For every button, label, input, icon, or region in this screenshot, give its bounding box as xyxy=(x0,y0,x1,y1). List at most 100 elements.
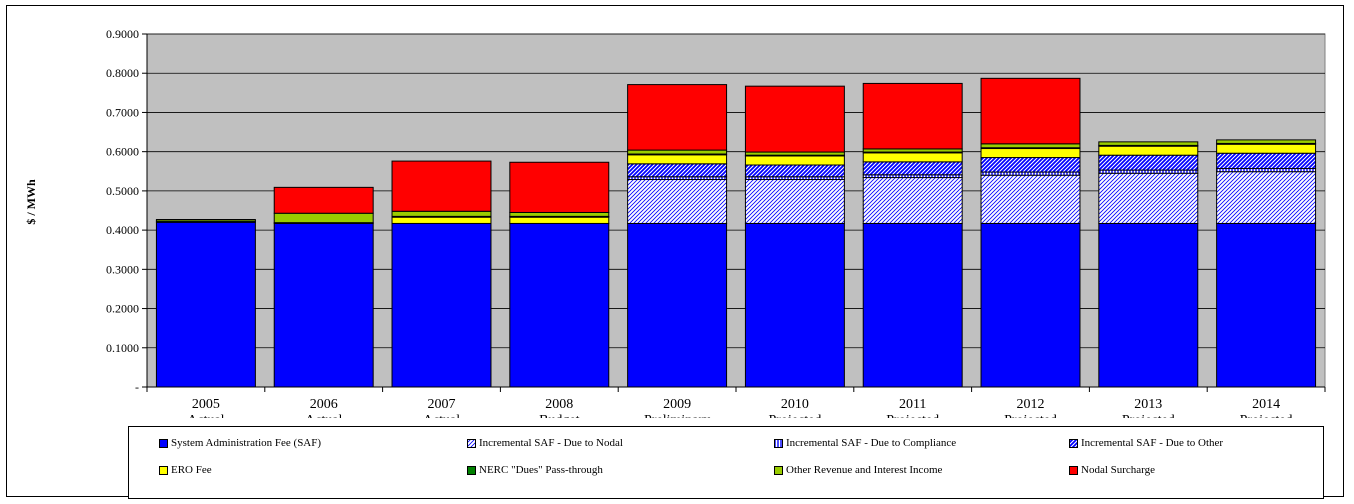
stacked-bar-chart: - 0.1000 0.2000 0.3000 0.4000 0.5000 0.6000 0.7… xyxy=(24,27,1326,418)
legend-item: Incremental SAF - Due to Nodal xyxy=(467,437,623,449)
bar-segment xyxy=(1098,141,1199,146)
chart-legend: System Administration Fee (SAF) Increment… xyxy=(128,426,1324,499)
bar-segment xyxy=(627,154,728,165)
bar-segment xyxy=(273,212,374,224)
x-tick-label: 2014 xyxy=(1252,397,1280,412)
bar-segment xyxy=(980,222,1081,388)
x-tick-label: Projected xyxy=(768,413,821,418)
bar-segment xyxy=(1216,222,1317,388)
x-tick-label: 2007 xyxy=(428,397,456,412)
bar-segment xyxy=(627,222,728,388)
legend-label: System Administration Fee (SAF) xyxy=(171,437,322,449)
x-tick-label: Actual xyxy=(305,413,342,418)
bar-segment xyxy=(1098,222,1199,388)
x-tick-label: 2008 xyxy=(545,397,573,412)
legend-item: Incremental SAF - Due to Compliance xyxy=(774,437,956,449)
bar-segment xyxy=(391,216,492,224)
y-tick-label: - xyxy=(135,380,139,394)
y-tick-label: 0.2000 xyxy=(106,302,139,316)
y-tick-label: 0.4000 xyxy=(106,223,139,237)
legend-label: Incremental SAF - Due to Nodal xyxy=(479,437,623,449)
bar-segment xyxy=(273,186,374,214)
legend-swatch xyxy=(159,465,168,475)
x-tick-label: 2013 xyxy=(1134,397,1162,412)
bar-segment xyxy=(744,164,845,178)
x-tick-label: Projected xyxy=(1240,413,1293,418)
bar-segment xyxy=(627,84,728,151)
bar-segment xyxy=(627,179,728,224)
y-axis-label: $ / MWh xyxy=(24,179,38,225)
x-tick-label: 2010 xyxy=(781,397,809,412)
bar-segment xyxy=(1216,152,1317,170)
bar-segment xyxy=(1098,145,1199,156)
bar-segment xyxy=(980,157,1081,173)
x-tick-label: Budget xyxy=(539,413,580,418)
legend-swatch xyxy=(774,438,783,448)
y-tick-label: 0.3000 xyxy=(106,262,139,276)
legend-swatch xyxy=(1069,438,1078,448)
bar-segment xyxy=(862,82,963,150)
x-tick-label: 2009 xyxy=(663,397,691,412)
legend-swatch xyxy=(467,438,476,448)
legend-item: NERC "Dues" Pass-through xyxy=(467,464,603,476)
legend-swatch xyxy=(1069,465,1078,475)
bar-segment xyxy=(744,155,845,166)
bar-segment xyxy=(980,174,1081,224)
bar-segment xyxy=(744,179,845,224)
bar-segment xyxy=(1216,171,1317,224)
x-tick-label: Projected xyxy=(1122,413,1175,418)
bar-segment xyxy=(744,222,845,388)
y-tick-label: 0.6000 xyxy=(106,145,139,159)
legend-item: Other Revenue and Interest Income xyxy=(774,464,942,476)
bar-segment xyxy=(1098,172,1199,224)
y-tick-label: 0.8000 xyxy=(106,66,139,80)
bar-segment xyxy=(862,161,963,176)
x-tick-label: Projected xyxy=(1004,413,1057,418)
bar-segment xyxy=(980,143,1081,149)
legend-label: Nodal Surcharge xyxy=(1081,464,1156,476)
y-tick-label: 0.7000 xyxy=(106,105,139,119)
bar-segment xyxy=(627,163,728,178)
x-tick-label: 2005 xyxy=(192,397,220,412)
bar-segment xyxy=(980,77,1081,145)
bar-segment xyxy=(744,85,845,153)
x-tick-label: 2006 xyxy=(310,397,338,412)
bar-segment xyxy=(273,222,374,388)
x-tick-label: Projected xyxy=(886,413,939,418)
bar-segment xyxy=(1098,154,1199,171)
legend-swatch xyxy=(774,465,783,475)
legend-swatch xyxy=(159,438,168,448)
bar-segment xyxy=(1216,139,1317,144)
x-tick-label: Preliminary xyxy=(644,413,710,418)
chart-frame: - 0.1000 0.2000 0.3000 0.4000 0.5000 0.6000 0.7… xyxy=(6,5,1344,499)
x-tick-label: Actual xyxy=(187,413,224,418)
legend-item: ERO Fee xyxy=(159,464,212,476)
legend-label: Incremental SAF - Due to Other xyxy=(1081,437,1224,449)
bar-segment xyxy=(155,219,256,222)
bar-segment xyxy=(627,149,728,155)
legend-item: Nodal Surcharge xyxy=(1069,464,1155,476)
bar-segment xyxy=(862,177,963,224)
bar-segment xyxy=(391,222,492,388)
bar-segment xyxy=(391,160,492,212)
y-tick-label: 0.9000 xyxy=(106,27,139,41)
legend-label: ERO Fee xyxy=(171,464,212,476)
bar-segment xyxy=(1216,143,1317,154)
legend-label: Other Revenue and Interest Income xyxy=(786,464,943,476)
legend-item: Incremental SAF - Due to Other xyxy=(1069,437,1223,449)
x-tick-label: 2011 xyxy=(899,397,926,412)
x-tick-label: Actual xyxy=(423,413,460,418)
legend-label: Incremental SAF - Due to Compliance xyxy=(786,437,957,449)
legend-item: System Administration Fee (SAF) xyxy=(159,437,321,449)
y-tick-label: 0.1000 xyxy=(106,341,139,355)
bar-segment xyxy=(980,148,1081,159)
bar-segment xyxy=(509,216,610,224)
x-tick-label: 2012 xyxy=(1017,397,1045,412)
bar-segment xyxy=(509,222,610,388)
legend-label: NERC "Dues" Pass-through xyxy=(479,464,603,476)
bar-segment xyxy=(509,161,610,213)
legend-swatch xyxy=(467,465,476,475)
bar-segment xyxy=(155,221,256,388)
y-tick-label: 0.5000 xyxy=(106,184,139,198)
bar-segment xyxy=(391,210,492,217)
